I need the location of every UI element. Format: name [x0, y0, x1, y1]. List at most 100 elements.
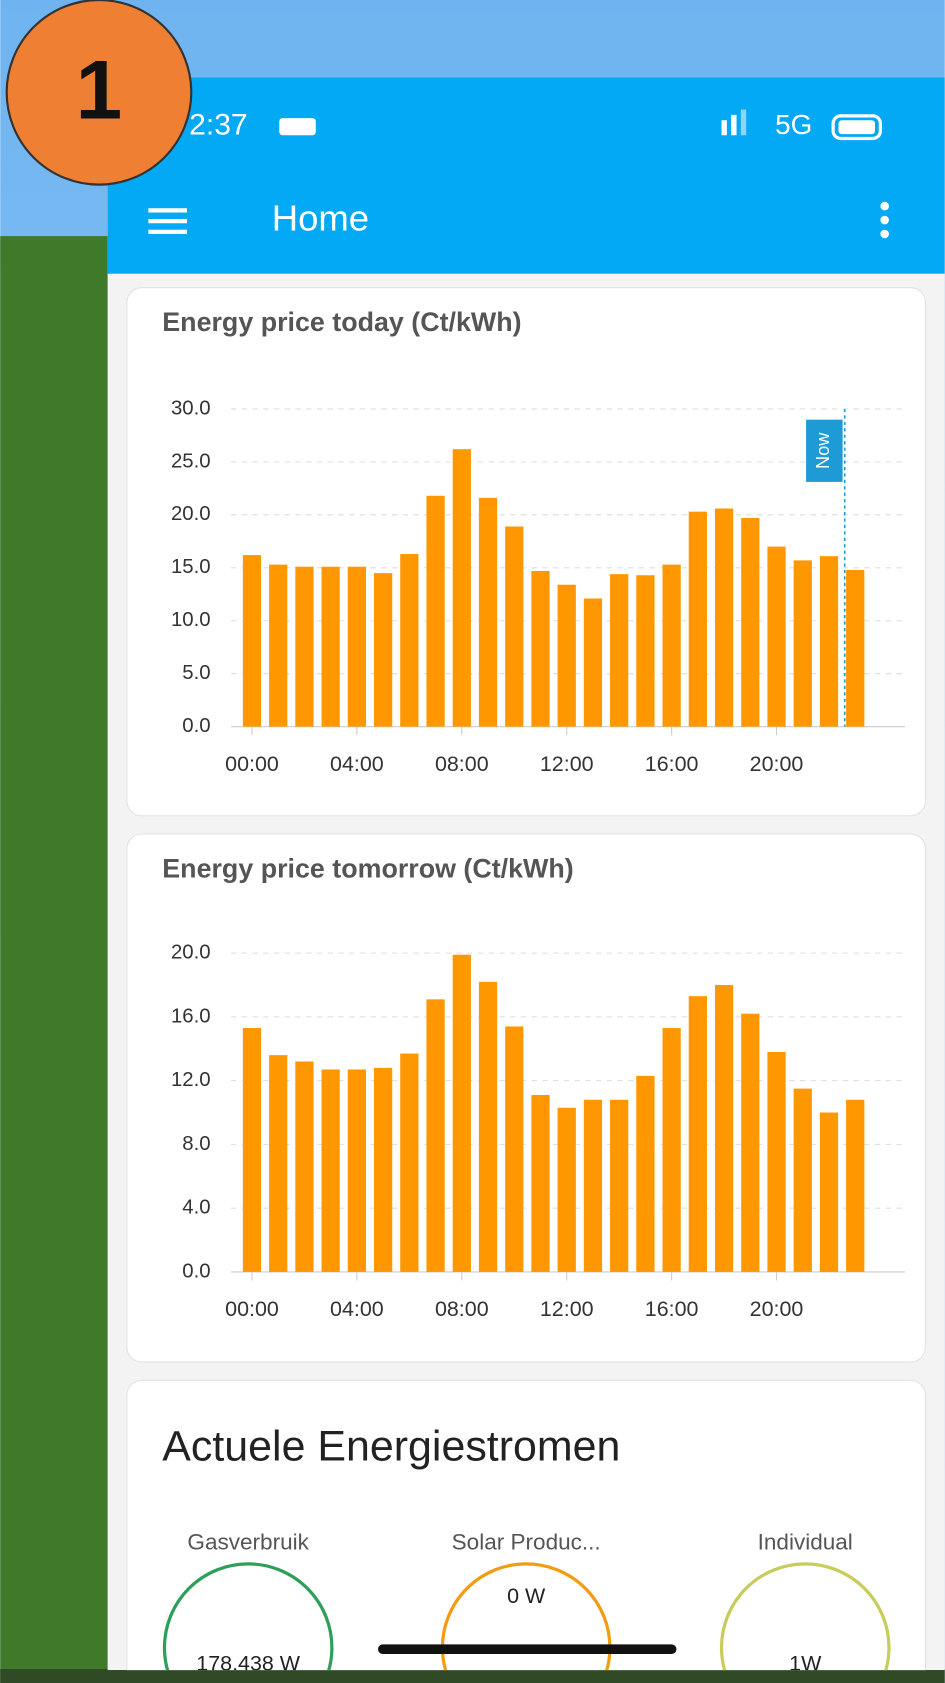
ground [0, 1669, 945, 1683]
battery-level [839, 120, 875, 134]
app-header [108, 77, 945, 273]
bar [584, 1100, 602, 1272]
x-tick-label: 12:00 [540, 1297, 594, 1321]
y-tick-label: 16.0 [171, 1005, 211, 1027]
bar [689, 996, 707, 1272]
bar [820, 556, 838, 727]
app-title: Home [272, 198, 369, 239]
chart-title: Energy price today (Ct/kWh) [162, 307, 521, 337]
x-tick-label: 16:00 [645, 1297, 699, 1321]
dot [880, 202, 889, 211]
bar [322, 567, 340, 727]
bar [426, 999, 444, 1272]
signal [722, 120, 727, 135]
x-tick-label: 04:00 [330, 752, 384, 776]
bar [243, 1028, 261, 1272]
bar [558, 585, 576, 727]
bar [479, 498, 497, 727]
bar [610, 574, 628, 727]
x-tick-label: 08:00 [435, 1297, 489, 1321]
x-tick-label: 20:00 [750, 1297, 804, 1321]
dot [880, 216, 889, 225]
bar [400, 1054, 418, 1272]
x-tick-label: 12:00 [540, 752, 594, 776]
page: 2:37 5G Home Energy price today (Ct/kWh)… [0, 0, 945, 1683]
bar [715, 508, 733, 726]
bar [531, 1095, 549, 1272]
y-tick-label: 25.0 [171, 450, 211, 472]
flow-label: Solar Produc... [452, 1529, 601, 1554]
bar [610, 1100, 628, 1272]
bar [663, 1028, 681, 1272]
y-tick-label: 0.0 [182, 715, 210, 737]
bar [663, 565, 681, 727]
y-tick-label: 30.0 [171, 397, 211, 419]
y-tick-label: 20.0 [171, 503, 211, 525]
x-tick-label: 20:00 [750, 752, 804, 776]
y-tick-label: 4.0 [182, 1197, 210, 1219]
y-tick-label: 20.0 [171, 942, 211, 964]
bar [741, 1014, 759, 1272]
bar [636, 1076, 654, 1272]
network: 5G [775, 109, 812, 140]
bar [453, 449, 471, 726]
chart-title: Energy price tomorrow (Ct/kWh) [162, 854, 573, 884]
trees [0, 236, 118, 1683]
bar [505, 526, 523, 726]
bar [243, 555, 261, 727]
screenshot: 2:37 5G Home Energy price today (Ct/kWh)… [0, 0, 945, 1683]
flow-label: Gasverbruik [187, 1529, 309, 1554]
bar [295, 1062, 313, 1272]
x-tick-label: 08:00 [435, 752, 489, 776]
home-indicator [378, 1644, 676, 1654]
bar [636, 575, 654, 726]
signal [731, 115, 736, 135]
bar [531, 571, 549, 727]
bar [794, 560, 812, 726]
bar [269, 1055, 287, 1272]
x-tick-label: 00:00 [225, 1297, 279, 1321]
bar [820, 1113, 838, 1272]
bar [400, 554, 418, 727]
bar [348, 1069, 366, 1271]
bar [794, 1089, 812, 1272]
bar [269, 565, 287, 727]
bar [479, 982, 497, 1272]
bar [584, 599, 602, 727]
flow-label: Individual [758, 1529, 853, 1554]
bar [453, 955, 471, 1272]
bar [322, 1069, 340, 1271]
menu-line [148, 230, 187, 234]
y-tick-label: 0.0 [182, 1260, 210, 1282]
bar [374, 573, 392, 727]
x-tick-label: 00:00 [225, 752, 279, 776]
bar [505, 1026, 523, 1271]
dot [880, 230, 889, 239]
bar [715, 985, 733, 1272]
bar [767, 1052, 785, 1272]
y-tick-label: 12.0 [171, 1069, 211, 1091]
card [127, 288, 926, 816]
status-icon [279, 118, 315, 135]
y-tick-label: 10.0 [171, 609, 211, 631]
bar [348, 567, 366, 727]
bar [426, 496, 444, 727]
section-title: Actuele Energiestromen [162, 1422, 620, 1470]
now-label: Now [812, 432, 833, 469]
flow-value: 0 W [507, 1584, 546, 1608]
bar [558, 1108, 576, 1272]
menu-button[interactable] [148, 208, 187, 234]
menu-line [148, 219, 187, 223]
bar [741, 518, 759, 727]
y-tick-label: 8.0 [182, 1133, 210, 1155]
x-tick-label: 04:00 [330, 1297, 384, 1321]
badge-number: 1 [76, 43, 123, 137]
y-tick-label: 5.0 [182, 662, 210, 684]
overflow-menu[interactable] [880, 202, 889, 238]
bar [295, 567, 313, 727]
x-tick-label: 16:00 [645, 752, 699, 776]
bar [767, 547, 785, 727]
signal [741, 109, 746, 135]
bar [846, 1100, 864, 1272]
bar [846, 570, 864, 727]
